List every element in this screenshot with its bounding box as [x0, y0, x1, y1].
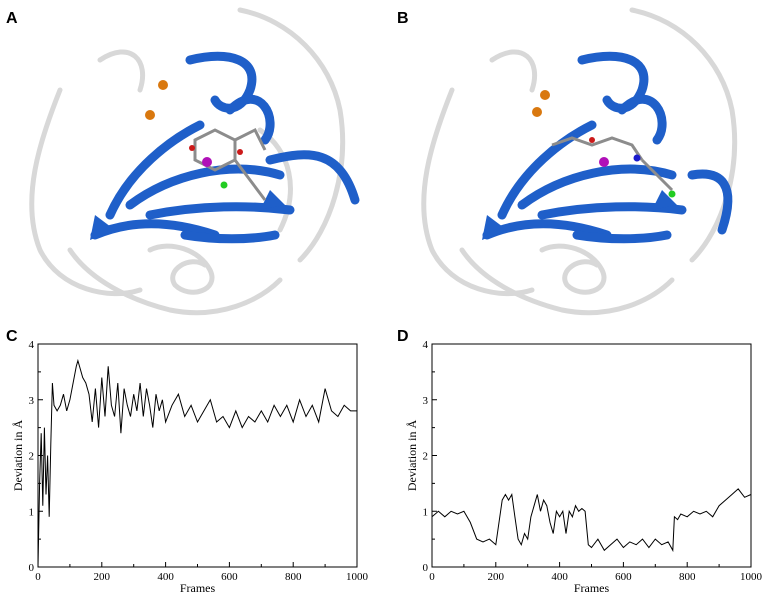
x-axis-label: Frames: [180, 581, 216, 594]
x-tick-label: 200: [488, 571, 505, 583]
ligand-a: [193, 127, 267, 201]
x-tick-label: 0: [35, 571, 41, 583]
y-tick-label: 4: [29, 339, 35, 351]
y-tick-label: 0: [423, 562, 429, 574]
panel-letter-d: D: [397, 328, 409, 345]
y-axis-label: Deviation in Å: [11, 420, 25, 492]
x-tick-label: 800: [285, 571, 302, 583]
series-line-0: [37, 358, 357, 568]
x-tick-label: 400: [551, 571, 568, 583]
panel-letter-c: C: [6, 328, 18, 345]
y-tick-label: 2: [29, 451, 35, 463]
x-tick-label: 200: [94, 571, 111, 583]
panel-letter-a: A: [6, 10, 18, 27]
series-line-0: [431, 488, 752, 553]
plot-frame: [431, 343, 752, 568]
y-tick-label: 1: [29, 506, 35, 518]
protein-structure-b: [421, 7, 738, 316]
y-tick-label: 1: [423, 506, 429, 518]
y-axis-label: Deviation in Å: [405, 420, 419, 492]
panel-letter-b: B: [397, 10, 409, 27]
x-tick-label: 600: [615, 571, 632, 583]
y-tick-label: 3: [29, 395, 35, 407]
protein-structure-a: [29, 7, 360, 316]
y-tick-label: 4: [423, 339, 429, 351]
x-tick-label: 800: [679, 571, 696, 583]
x-tick-label: 0: [429, 571, 435, 583]
y-tick-label: 3: [423, 395, 429, 407]
x-tick-label: 1000: [346, 571, 369, 583]
x-tick-label: 1000: [740, 571, 763, 583]
y-tick-label: 0: [29, 562, 35, 574]
y-tick-label: 2: [423, 451, 429, 463]
x-tick-label: 600: [221, 571, 238, 583]
x-axis-label: Frames: [574, 581, 610, 594]
x-tick-label: 400: [157, 571, 174, 583]
ligand-b: [551, 136, 674, 192]
